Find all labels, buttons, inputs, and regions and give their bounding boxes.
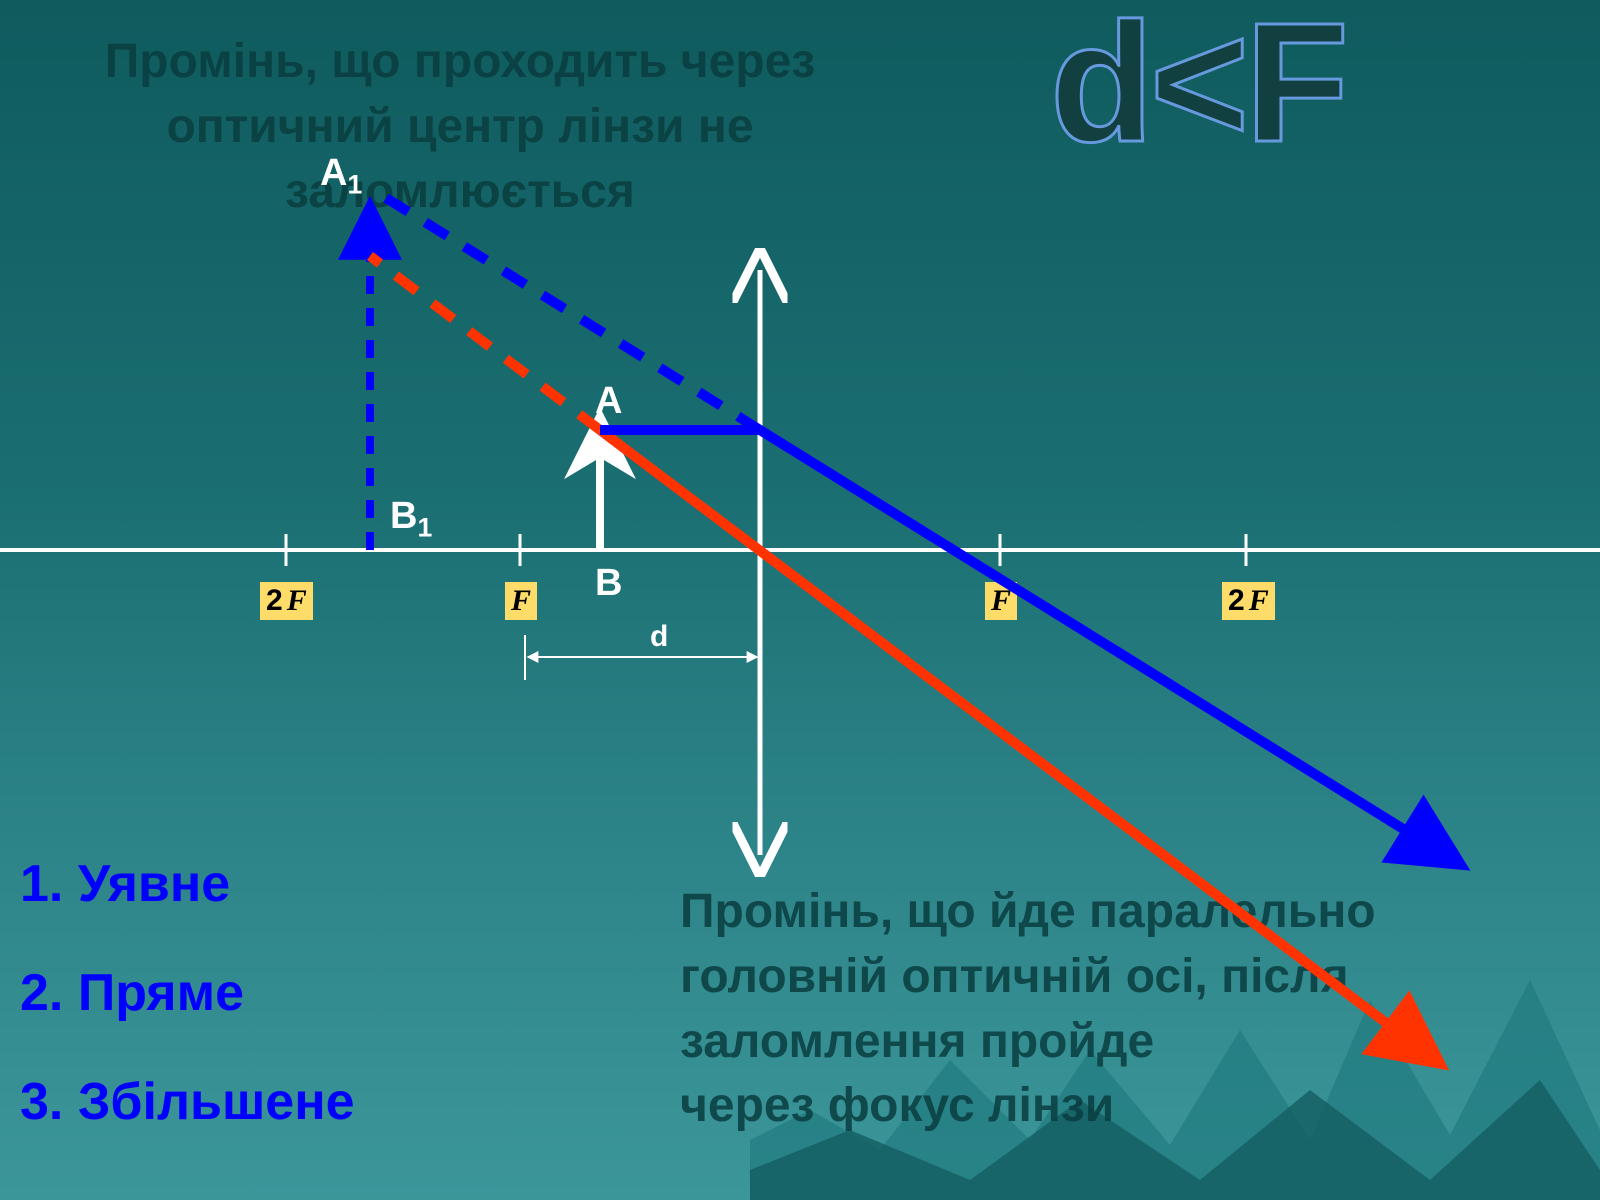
slide-canvas: d<F Промінь, що проходить через оптичний… <box>0 0 1600 1200</box>
ray-parallel-extension <box>370 188 760 430</box>
ray-center <box>600 430 1430 1056</box>
ray-center-extension <box>370 256 600 430</box>
optics-diagram <box>0 0 1600 1200</box>
ray-parallel-refracted <box>760 430 1450 858</box>
